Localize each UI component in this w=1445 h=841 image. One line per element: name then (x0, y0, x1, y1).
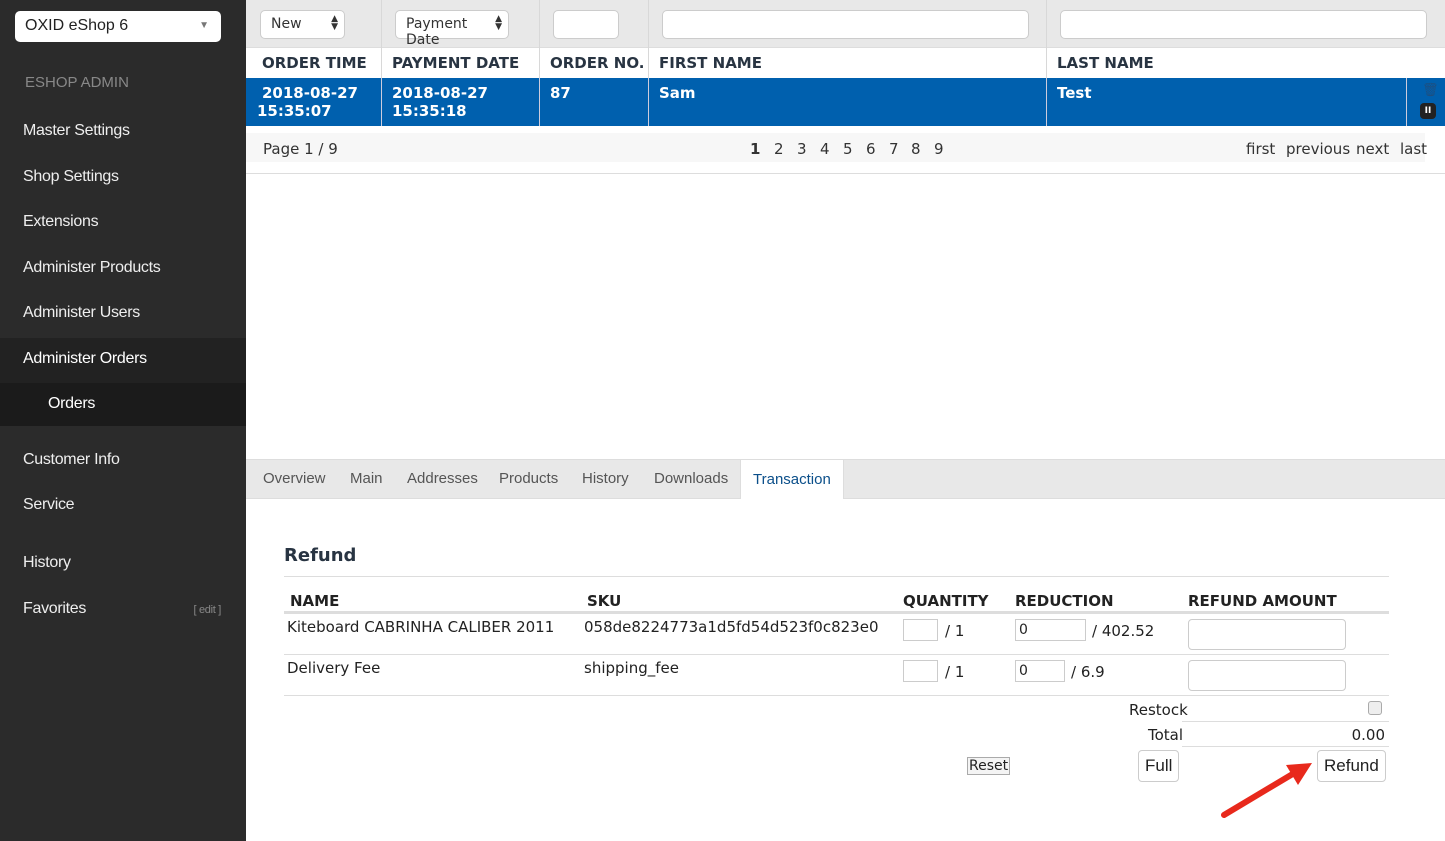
sidebar-item-customer-info[interactable]: Customer Info (23, 451, 120, 468)
page-link[interactable]: 5 (843, 140, 853, 158)
restock-label: Restock (1129, 701, 1188, 719)
item-name: Kiteboard CABRINHA CALIBER 2011 (287, 618, 555, 636)
header-last-name[interactable]: LAST NAME (1057, 54, 1154, 72)
restock-checkbox[interactable] (1368, 701, 1382, 715)
page-link[interactable]: 3 (797, 140, 807, 158)
sidebar-item-administer-orders[interactable]: Administer Orders (0, 338, 246, 383)
reduction-total: / 6.9 (1071, 663, 1105, 681)
payment-date: 2018-08-27 (392, 84, 488, 102)
tab-overview[interactable]: Overview (263, 470, 326, 487)
header-payment-date[interactable]: PAYMENT DATE (392, 54, 520, 72)
pause-icon[interactable]: II (1420, 103, 1436, 119)
status-filter-select[interactable]: New ▲ ▼ (260, 10, 345, 39)
reduction-input[interactable]: 0 (1015, 660, 1065, 682)
sidebar-item-extensions[interactable]: Extensions (23, 213, 99, 230)
last-name-filter-input[interactable] (1060, 10, 1427, 39)
refund-panel: Refund NAME SKU QUANTITY REDUCTION REFUN… (284, 545, 1389, 782)
refund-amount-input[interactable] (1188, 619, 1346, 650)
tab-downloads[interactable]: Downloads (654, 470, 729, 487)
item-sku: 058de8224773a1d5fd54d523f0c823e0 (584, 618, 879, 636)
col-reduction: REDUCTION (1015, 592, 1114, 610)
sidebar-item-administer-products[interactable]: Administer Products (23, 259, 161, 276)
pager-previous-link[interactable]: previous (1286, 140, 1351, 158)
trash-icon[interactable]: 🗑 (1422, 83, 1439, 98)
page-link[interactable]: 7 (889, 140, 899, 158)
sidebar-item-shop-settings[interactable]: Shop Settings (23, 168, 119, 185)
item-name: Delivery Fee (287, 659, 381, 677)
total-label: Total (1148, 726, 1184, 744)
page-link[interactable]: 6 (866, 140, 876, 158)
quantity-input[interactable] (903, 660, 938, 682)
shop-select-value: OXID eShop 6 (25, 17, 129, 34)
favorites-label: Favorites (23, 600, 87, 617)
quantity-total: / 1 (945, 622, 965, 640)
sidebar-item-favorites[interactable]: Favorites [ edit ] (0, 588, 246, 633)
date-type-select[interactable]: Payment Date ▲ ▼ (395, 10, 509, 48)
sidebar-item-history[interactable]: History (23, 554, 71, 571)
full-button[interactable]: Full (1138, 750, 1180, 782)
page-link[interactable]: 1 (750, 140, 761, 158)
header-first-name[interactable]: FIRST NAME (659, 54, 762, 72)
col-name: NAME (290, 592, 340, 610)
chevron-down-icon: ▼ (199, 20, 209, 31)
favorites-edit-link[interactable]: [ edit ] (193, 604, 221, 616)
total-value: 0.00 (1351, 726, 1385, 744)
tab-main[interactable]: Main (350, 470, 383, 487)
table-row[interactable]: 2018-08-27 15:35:07 2018-08-27 15:35:18 87… (246, 78, 1445, 126)
order-no-filter-input[interactable] (553, 10, 619, 39)
item-sku: shipping_fee (584, 659, 679, 677)
col-sku: SKU (587, 592, 622, 610)
reduction-input[interactable]: 0 (1015, 619, 1086, 641)
quantity-total: / 1 (945, 663, 965, 681)
tab-transaction[interactable]: Transaction (740, 459, 844, 499)
header-order-time[interactable]: ORDER TIME (262, 54, 367, 72)
last-name: Test (1057, 84, 1092, 102)
sidebar-item-master-settings[interactable]: Master Settings (23, 122, 130, 139)
page-link[interactable]: 8 (911, 140, 921, 158)
order-no: 87 (550, 84, 571, 102)
shop-select[interactable]: OXID eShop 6 ▼ (15, 11, 221, 42)
status-filter-value: New (271, 16, 302, 32)
pager-first-link[interactable]: first (1246, 140, 1276, 158)
reduction-total: / 402.52 (1092, 622, 1155, 640)
order-time-date: 2018-08-27 (262, 84, 358, 102)
quantity-input[interactable] (903, 619, 938, 641)
payment-time: 15:35:18 (392, 102, 467, 120)
sidebar-heading: ESHOP ADMIN (25, 74, 129, 91)
pager-next-link[interactable]: next (1356, 140, 1390, 158)
page-link[interactable]: 9 (934, 140, 944, 158)
sort-arrows-icon: ▲ ▼ (495, 14, 502, 32)
pager-last-link[interactable]: last (1400, 140, 1428, 158)
sidebar-item-service[interactable]: Service (23, 496, 75, 513)
page-link[interactable]: 4 (820, 140, 830, 158)
refund-title: Refund (284, 545, 357, 566)
order-time-time: 15:35:07 (257, 102, 332, 120)
tab-history[interactable]: History (582, 470, 629, 487)
page-link[interactable]: 2 (774, 140, 784, 158)
sidebar-item-administer-users[interactable]: Administer Users (23, 304, 141, 321)
pager: Page 1 / 9 1 2 3 4 5 6 7 8 9 first previ… (246, 133, 1428, 162)
col-quantity: QUANTITY (903, 592, 989, 610)
tab-products[interactable]: Products (499, 470, 559, 487)
tab-bar: Overview Main Addresses Products History… (246, 459, 1445, 499)
refund-button[interactable]: Refund (1317, 750, 1386, 782)
first-name: Sam (659, 84, 696, 102)
col-refund-amount: REFUND AMOUNT (1188, 592, 1337, 610)
first-name-filter-input[interactable] (662, 10, 1029, 39)
tab-addresses[interactable]: Addresses (407, 470, 478, 487)
page-indicator: Page 1 / 9 (263, 140, 338, 158)
sidebar: OXID eShop 6 ▼ ESHOP ADMIN Master Setting… (0, 0, 246, 841)
annotation-arrow-icon (1221, 763, 1312, 818)
header-order-no[interactable]: ORDER NO. (550, 54, 645, 72)
filter-bar: New ▲ ▼ Payment Date ▲ ▼ (246, 0, 1445, 48)
sort-arrows-icon: ▲ ▼ (331, 14, 338, 32)
reset-button[interactable]: Reset (967, 757, 1011, 775)
date-type-value: Payment Date (406, 16, 468, 48)
refund-amount-input[interactable] (1188, 660, 1346, 691)
sidebar-item-orders[interactable]: Orders (0, 383, 246, 426)
